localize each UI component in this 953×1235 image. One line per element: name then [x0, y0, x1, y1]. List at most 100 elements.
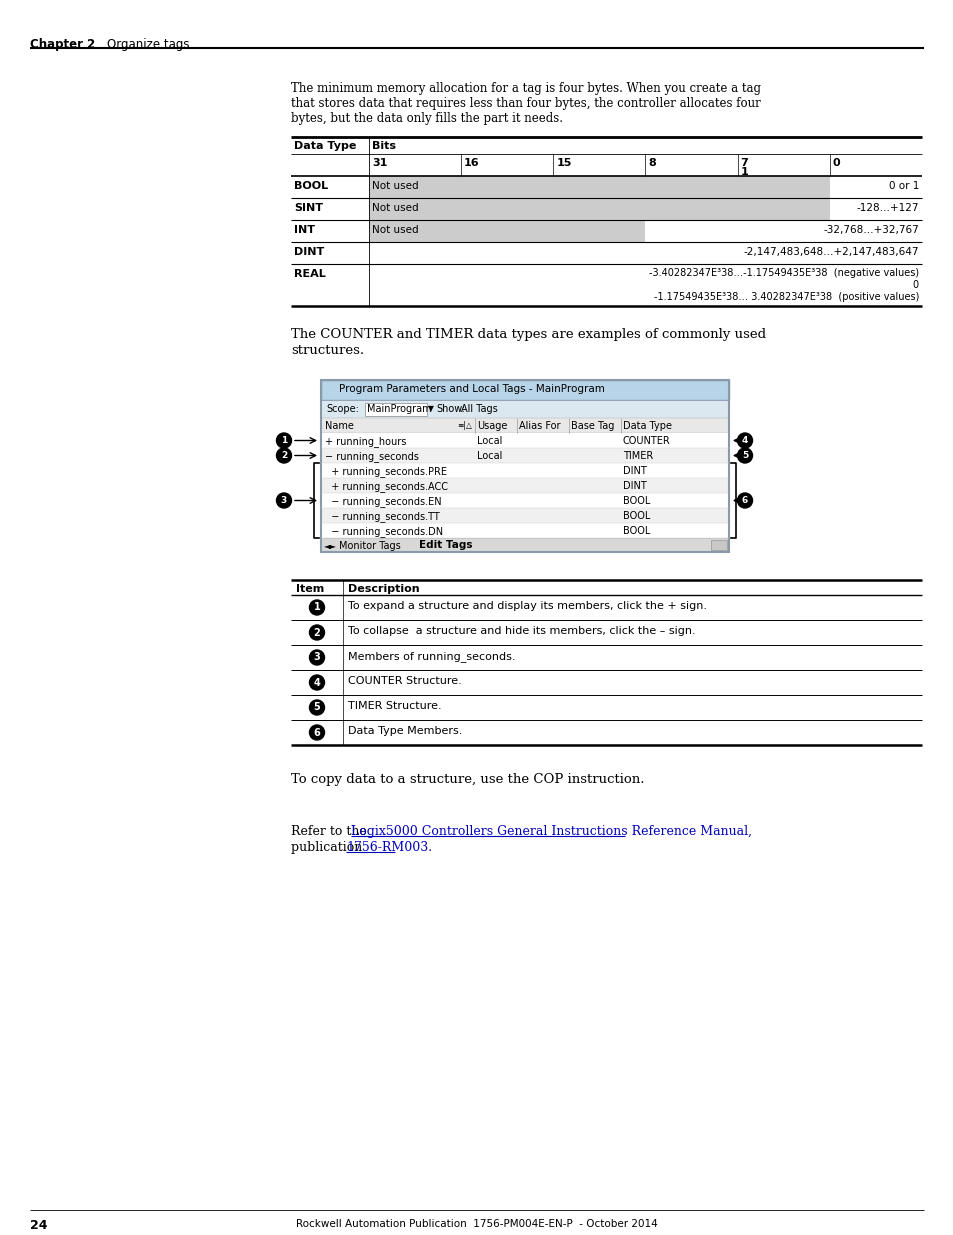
Text: Not used: Not used	[372, 225, 418, 235]
Bar	[320, 522, 728, 538]
Text: − running_seconds: − running_seconds	[325, 451, 418, 462]
Text: Base Tag: Base Tag	[571, 421, 614, 431]
Text: 24: 24	[30, 1219, 48, 1233]
Text: 1: 1	[280, 436, 287, 445]
Text: Monitor Tags: Monitor Tags	[338, 541, 400, 551]
Bar	[460, 177, 553, 198]
Text: INT: INT	[294, 225, 314, 235]
Text: 4: 4	[741, 436, 747, 445]
Circle shape	[309, 650, 324, 664]
Text: Data Type: Data Type	[294, 141, 356, 151]
Text: TIMER: TIMER	[622, 451, 653, 461]
Text: To collapse  a structure and hide its members, click the – sign.: To collapse a structure and hide its mem…	[348, 626, 695, 636]
Text: 15: 15	[556, 158, 571, 168]
Text: DINT: DINT	[622, 480, 646, 492]
Bar	[320, 380, 728, 552]
Text: 0 or 1: 0 or 1	[887, 182, 918, 191]
Bar	[320, 448, 728, 463]
Bar	[320, 417, 728, 433]
Circle shape	[309, 700, 324, 715]
Text: Program Parameters and Local Tags - MainProgram: Program Parameters and Local Tags - Main…	[338, 384, 604, 394]
Text: To expand a structure and display its members, click the + sign.: To expand a structure and display its me…	[348, 601, 706, 611]
Text: BOOL: BOOL	[294, 182, 328, 191]
Text: Rockwell Automation Publication  1756-PM004E-EN-P  - October 2014: Rockwell Automation Publication 1756-PM0…	[295, 1219, 658, 1229]
Text: MainProgram: MainProgram	[367, 404, 431, 414]
Text: 6: 6	[741, 496, 747, 505]
Text: ≡|△: ≡|△	[456, 421, 472, 430]
Text: Data Type Members.: Data Type Members.	[348, 726, 462, 736]
Bar	[320, 400, 728, 417]
Text: -1.17549435E³38… 3.40282347E³38  (positive values): -1.17549435E³38… 3.40282347E³38 (positiv…	[653, 291, 918, 303]
Bar	[320, 493, 728, 508]
Text: COUNTER Structure.: COUNTER Structure.	[348, 676, 461, 685]
Text: + running_seconds.ACC: + running_seconds.ACC	[325, 480, 448, 492]
Text: Refer to the: Refer to the	[291, 825, 371, 839]
Bar	[737, 198, 829, 220]
Text: 1: 1	[740, 167, 748, 177]
Text: 6: 6	[314, 727, 320, 737]
Bar	[553, 220, 645, 242]
Text: ◄►: ◄►	[324, 541, 336, 550]
Text: publication: publication	[291, 841, 366, 853]
Text: − running_seconds.TT: − running_seconds.TT	[325, 511, 439, 522]
Bar	[710, 540, 726, 550]
Text: 1756-RM003.: 1756-RM003.	[346, 841, 432, 853]
Text: -32,768…+32,767: -32,768…+32,767	[822, 225, 918, 235]
Circle shape	[309, 676, 324, 690]
Text: TIMER Structure.: TIMER Structure.	[348, 701, 441, 711]
Text: DINT: DINT	[294, 247, 324, 257]
Text: Show:: Show:	[436, 404, 464, 414]
Bar	[645, 177, 737, 198]
Text: All Tags: All Tags	[460, 404, 497, 414]
Text: 16: 16	[464, 158, 479, 168]
Bar	[737, 177, 829, 198]
Text: Description: Description	[348, 584, 419, 594]
Text: 7: 7	[740, 158, 748, 168]
Text: The COUNTER and TIMER data types are examples of commonly used: The COUNTER and TIMER data types are exa…	[291, 329, 765, 341]
Circle shape	[309, 600, 324, 615]
Circle shape	[276, 493, 292, 508]
Bar	[365, 403, 427, 416]
Text: Not used: Not used	[372, 203, 418, 212]
Text: Local: Local	[476, 436, 502, 446]
Text: structures.: structures.	[291, 345, 364, 357]
Circle shape	[737, 493, 752, 508]
Text: Local: Local	[476, 451, 502, 461]
Text: 2: 2	[314, 627, 320, 637]
Text: Chapter 2: Chapter 2	[30, 38, 95, 51]
Bar	[320, 433, 728, 448]
Circle shape	[309, 725, 324, 740]
Text: -2,147,483,648…+2,147,483,647: -2,147,483,648…+2,147,483,647	[742, 247, 918, 257]
Text: SINT: SINT	[294, 203, 323, 212]
Text: -3.40282347E³38…-1.17549435E³38  (negative values): -3.40282347E³38…-1.17549435E³38 (negativ…	[648, 268, 918, 278]
Text: The minimum memory allocation for a tag is four bytes. When you create a tag: The minimum memory allocation for a tag …	[291, 82, 760, 95]
Text: 5: 5	[741, 451, 747, 459]
Text: 8: 8	[648, 158, 656, 168]
Text: − running_seconds.EN: − running_seconds.EN	[325, 496, 441, 506]
Text: Not used: Not used	[372, 182, 418, 191]
Bar	[320, 463, 728, 478]
Bar	[553, 198, 645, 220]
Text: Item: Item	[295, 584, 324, 594]
Text: + running_hours: + running_hours	[325, 436, 406, 447]
Text: 1: 1	[314, 603, 320, 613]
Text: Organize tags: Organize tags	[107, 38, 190, 51]
Bar	[369, 177, 460, 198]
Text: BOOL: BOOL	[622, 496, 650, 506]
Text: Members of running_seconds.: Members of running_seconds.	[348, 651, 515, 662]
Text: bytes, but the data only fills the part it needs.: bytes, but the data only fills the part …	[291, 112, 562, 125]
Bar	[320, 538, 728, 552]
Text: Alias For: Alias For	[518, 421, 560, 431]
Circle shape	[276, 433, 292, 448]
Text: -128…+127: -128…+127	[856, 203, 918, 212]
Bar	[320, 508, 728, 522]
Text: Logix5000 Controllers General Instructions Reference Manual,: Logix5000 Controllers General Instructio…	[351, 825, 751, 839]
Bar	[553, 177, 645, 198]
Bar	[460, 220, 553, 242]
Text: 31: 31	[372, 158, 387, 168]
Text: 2: 2	[280, 451, 287, 459]
Text: 5: 5	[314, 703, 320, 713]
Circle shape	[276, 448, 292, 463]
Text: BOOL: BOOL	[622, 526, 650, 536]
Circle shape	[309, 625, 324, 640]
